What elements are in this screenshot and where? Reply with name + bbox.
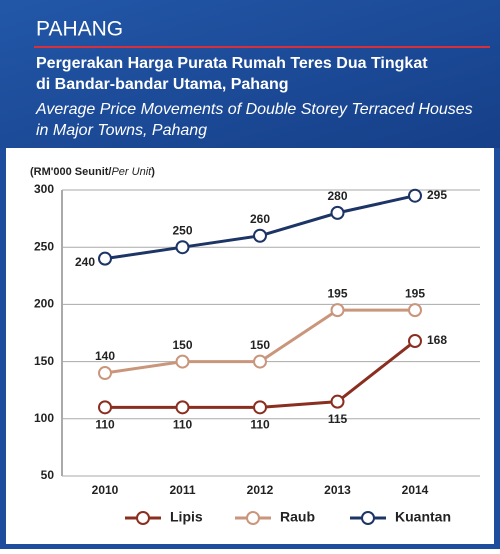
legend-marker — [361, 511, 375, 525]
point — [98, 251, 112, 266]
y-axis-label: (RM'000 Seunit/Per Unit) — [30, 166, 155, 178]
y-axis-label-part: ) — [151, 166, 155, 178]
y-axis-label-part: Per Unit — [111, 166, 152, 178]
point — [408, 188, 422, 203]
point — [408, 334, 422, 349]
chart-title: di Bandar-bandar Utama, Pahang — [36, 76, 289, 93]
legend-marker — [136, 511, 150, 525]
header-panel — [0, 0, 500, 148]
y-tick-label: 250 — [34, 239, 54, 253]
data-label: 110 — [95, 418, 115, 432]
point — [253, 400, 267, 415]
point — [253, 228, 267, 243]
legend-marker — [246, 511, 260, 525]
data-label: 195 — [327, 286, 347, 300]
data-label: 168 — [427, 333, 447, 347]
legend-label: Raub — [280, 509, 315, 525]
point — [330, 394, 345, 409]
x-tick-label: 2013 — [324, 483, 351, 497]
point — [98, 400, 112, 415]
y-tick-label: 200 — [34, 297, 54, 311]
x-tick-label: 2011 — [169, 483, 195, 497]
point — [253, 354, 267, 369]
chart-title: Pergerakan Harga Purata Rumah Teres Dua … — [36, 55, 428, 72]
x-tick-label: 2012 — [247, 483, 274, 497]
data-label: 140 — [95, 349, 115, 363]
point — [98, 366, 112, 381]
data-label: 260 — [250, 212, 270, 226]
data-label: 195 — [405, 286, 425, 300]
point — [330, 303, 345, 318]
header: PAHANG — [36, 18, 123, 41]
y-axis-label-part: (RM'000 Seunit/ — [30, 166, 111, 178]
data-label: 280 — [327, 189, 347, 203]
data-label: 115 — [328, 412, 348, 426]
y-tick-label: 100 — [34, 411, 54, 425]
x-tick-label: 2010 — [92, 483, 119, 497]
chart-subtitle: Average Price Movements of Double Storey… — [35, 101, 473, 118]
legend-label: Kuantan — [395, 509, 451, 525]
data-label: 150 — [250, 338, 270, 352]
y-tick-label: 150 — [34, 354, 54, 368]
y-tick-label: 50 — [41, 468, 55, 482]
point — [175, 240, 190, 255]
point — [175, 400, 190, 415]
data-label: 250 — [172, 223, 192, 237]
data-label: 150 — [172, 338, 192, 352]
y-tick-label: 300 — [34, 182, 54, 196]
data-label: 110 — [250, 418, 270, 432]
data-label: 295 — [427, 188, 447, 202]
legend-label: Lipis — [170, 509, 203, 525]
data-label: 110 — [173, 418, 193, 432]
data-label: 240 — [75, 255, 95, 269]
point — [175, 354, 190, 369]
point — [408, 303, 422, 318]
chart-subtitle: in Major Towns, Pahang — [36, 122, 207, 139]
x-tick-label: 2014 — [402, 483, 429, 497]
point — [330, 205, 345, 220]
